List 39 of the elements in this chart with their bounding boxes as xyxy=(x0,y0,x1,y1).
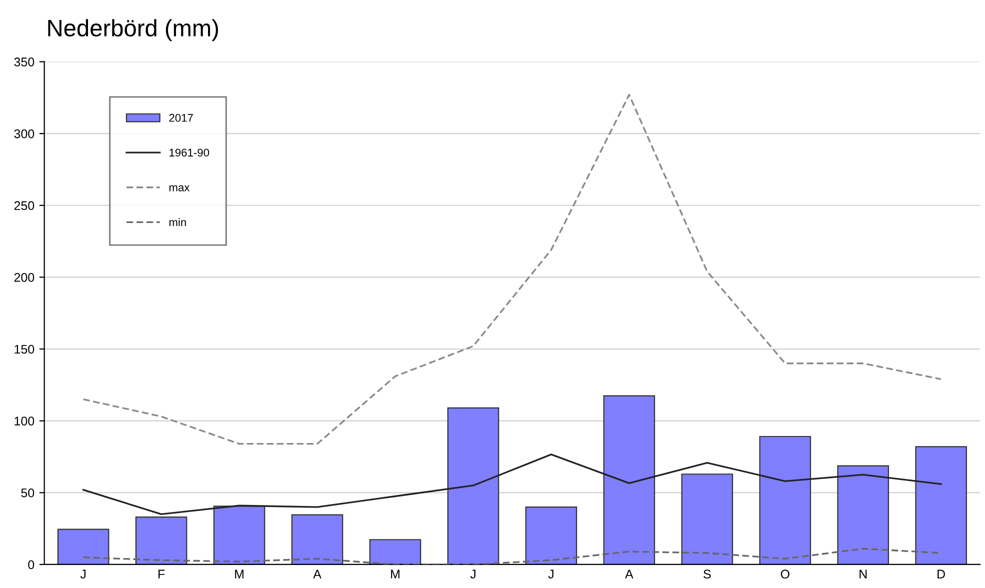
bar xyxy=(369,539,422,564)
bar xyxy=(447,407,500,564)
x-tick-label: F xyxy=(158,570,165,578)
bar xyxy=(57,528,110,564)
line-series xyxy=(82,454,942,516)
y-tick-label: 0 xyxy=(28,560,34,570)
x-tick-label: J xyxy=(470,570,476,579)
bar xyxy=(291,514,344,564)
y-tick-label: 150 xyxy=(14,344,34,354)
legend-label: 1961-90 xyxy=(170,148,210,157)
bar xyxy=(759,436,812,564)
x-tick-label: O xyxy=(780,570,790,579)
bar xyxy=(915,446,967,564)
chart-title: Nederbörd (mm) xyxy=(48,19,218,42)
line-series xyxy=(82,94,942,445)
x-tick-label: J xyxy=(80,570,86,579)
legend-label: max xyxy=(169,185,190,192)
x-tick-label: M xyxy=(391,570,400,578)
x-tick-label: J xyxy=(548,570,554,579)
x-tick-label: A xyxy=(625,570,634,578)
x-tick-label: S xyxy=(704,570,711,579)
legend-label: 2017 xyxy=(169,114,193,122)
bar xyxy=(213,506,266,564)
bar xyxy=(603,395,656,564)
x-tick-label: M xyxy=(235,570,244,578)
y-tick-label: 50 xyxy=(21,488,34,498)
y-tick-label: 200 xyxy=(14,273,34,282)
bar xyxy=(135,516,188,564)
y-tick-label: 100 xyxy=(14,416,34,426)
x-tick-label: D xyxy=(938,570,945,578)
x-tick-label: N xyxy=(860,570,867,578)
bar xyxy=(525,506,578,564)
x-tick-label: A xyxy=(313,570,322,578)
bar xyxy=(681,474,734,564)
y-tick-label: 300 xyxy=(14,129,34,138)
legend-label: min xyxy=(169,218,186,226)
bar xyxy=(837,465,890,564)
y-tick-label: 350 xyxy=(14,58,34,66)
y-tick-label: 250 xyxy=(14,201,34,210)
